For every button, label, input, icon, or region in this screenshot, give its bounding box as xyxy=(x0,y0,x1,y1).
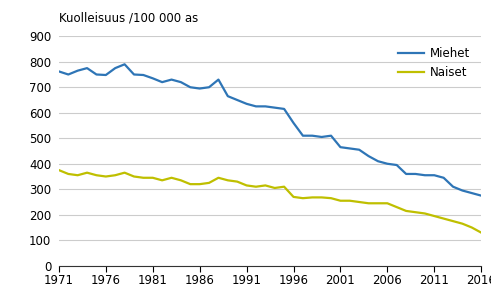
Naiset xyxy=(122,171,128,175)
Naiset xyxy=(300,196,306,200)
Miehet xyxy=(478,194,484,198)
Miehet xyxy=(122,63,128,66)
Miehet xyxy=(366,154,372,158)
Miehet xyxy=(460,189,465,192)
Naiset xyxy=(394,205,400,209)
Naiset xyxy=(328,196,334,200)
Miehet xyxy=(281,107,287,111)
Line: Naiset: Naiset xyxy=(59,170,481,233)
Naiset xyxy=(234,180,240,183)
Naiset xyxy=(431,214,437,218)
Naiset xyxy=(112,173,118,177)
Naiset xyxy=(441,217,447,220)
Miehet xyxy=(253,104,259,108)
Miehet xyxy=(347,147,353,150)
Naiset xyxy=(337,199,343,203)
Naiset xyxy=(150,176,156,180)
Naiset xyxy=(272,186,278,190)
Miehet xyxy=(103,73,109,77)
Naiset xyxy=(291,195,297,199)
Miehet xyxy=(337,145,343,149)
Miehet xyxy=(112,66,118,70)
Miehet xyxy=(65,73,71,76)
Naiset xyxy=(168,176,174,180)
Miehet xyxy=(150,76,156,80)
Miehet xyxy=(450,185,456,188)
Naiset xyxy=(422,212,428,215)
Miehet xyxy=(244,102,249,106)
Naiset xyxy=(469,226,475,229)
Miehet xyxy=(262,104,268,108)
Naiset xyxy=(309,196,315,199)
Naiset xyxy=(403,209,409,213)
Miehet xyxy=(93,73,99,76)
Naiset xyxy=(412,210,418,214)
Naiset xyxy=(84,171,90,175)
Miehet xyxy=(84,66,90,70)
Miehet xyxy=(131,73,137,76)
Miehet xyxy=(441,176,447,180)
Miehet xyxy=(356,148,362,152)
Miehet xyxy=(291,121,297,125)
Miehet xyxy=(431,173,437,177)
Naiset xyxy=(375,201,381,205)
Miehet xyxy=(300,134,306,137)
Miehet xyxy=(422,173,428,177)
Naiset xyxy=(253,185,259,188)
Text: Kuolleisuus /100 000 as: Kuolleisuus /100 000 as xyxy=(59,12,198,25)
Miehet xyxy=(216,78,221,82)
Miehet xyxy=(328,134,334,137)
Naiset xyxy=(65,172,71,176)
Miehet xyxy=(375,159,381,163)
Miehet xyxy=(234,98,240,102)
Miehet xyxy=(178,80,184,84)
Naiset xyxy=(460,222,465,226)
Miehet xyxy=(159,80,165,84)
Naiset xyxy=(75,173,81,177)
Miehet xyxy=(197,87,203,90)
Naiset xyxy=(244,184,249,187)
Naiset xyxy=(93,173,99,177)
Miehet xyxy=(206,85,212,89)
Naiset xyxy=(216,176,221,180)
Naiset xyxy=(262,184,268,187)
Naiset xyxy=(384,201,390,205)
Naiset xyxy=(206,181,212,185)
Miehet xyxy=(384,162,390,165)
Miehet xyxy=(168,78,174,82)
Naiset xyxy=(131,175,137,178)
Naiset xyxy=(103,175,109,178)
Miehet xyxy=(469,191,475,195)
Naiset xyxy=(450,219,456,223)
Miehet xyxy=(188,85,193,89)
Naiset xyxy=(225,178,231,182)
Naiset xyxy=(281,185,287,188)
Naiset xyxy=(56,168,62,172)
Naiset xyxy=(356,200,362,204)
Miehet xyxy=(319,135,325,139)
Miehet xyxy=(394,163,400,167)
Naiset xyxy=(188,182,193,186)
Miehet xyxy=(272,106,278,109)
Naiset xyxy=(347,199,353,203)
Naiset xyxy=(197,182,203,186)
Naiset xyxy=(159,178,165,182)
Miehet xyxy=(75,69,81,72)
Miehet xyxy=(412,172,418,176)
Line: Miehet: Miehet xyxy=(59,64,481,196)
Naiset xyxy=(366,201,372,205)
Naiset xyxy=(178,178,184,182)
Naiset xyxy=(319,196,325,199)
Legend: Miehet, Naiset: Miehet, Naiset xyxy=(394,42,475,83)
Naiset xyxy=(140,176,146,180)
Naiset xyxy=(478,231,484,234)
Miehet xyxy=(309,134,315,137)
Miehet xyxy=(56,70,62,73)
Miehet xyxy=(225,94,231,98)
Miehet xyxy=(140,73,146,77)
Miehet xyxy=(403,172,409,176)
